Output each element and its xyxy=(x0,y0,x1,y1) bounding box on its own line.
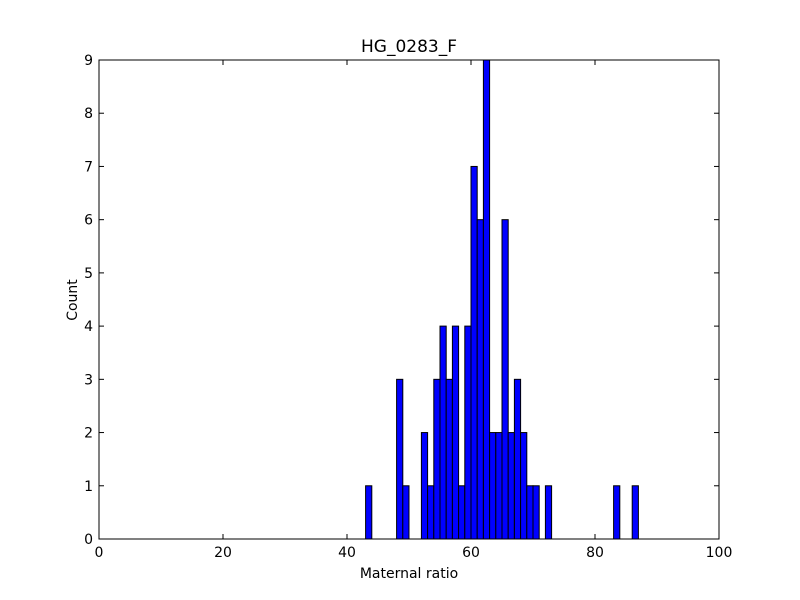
y-tick-label: 7 xyxy=(84,159,93,175)
x-tick-label: 80 xyxy=(586,545,604,561)
histogram-bar xyxy=(458,485,466,540)
x-tick-label: 20 xyxy=(214,545,232,561)
y-tick-label: 3 xyxy=(84,372,93,388)
x-tick-label: 40 xyxy=(338,545,356,561)
histogram-bar xyxy=(476,219,484,540)
y-tick-label: 8 xyxy=(84,106,93,122)
histogram-bar xyxy=(427,485,435,540)
histogram-bar xyxy=(482,59,491,540)
plot-area xyxy=(99,60,719,539)
histogram-bar xyxy=(520,432,528,540)
plot-frame xyxy=(98,59,720,540)
histogram-bar xyxy=(544,485,553,540)
histogram-bar xyxy=(513,378,522,540)
y-tick-label: 1 xyxy=(84,479,93,495)
histogram-bar xyxy=(420,432,429,540)
x-tick-label: 0 xyxy=(95,545,104,561)
histogram-bar xyxy=(464,325,472,540)
histogram-bar xyxy=(495,432,503,540)
histogram-bar xyxy=(613,485,621,540)
x-tick-label: 100 xyxy=(706,545,733,561)
histogram-bar xyxy=(402,485,410,540)
y-tick-label: 9 xyxy=(84,53,93,69)
y-axis-label: Count xyxy=(65,279,81,321)
histogram-bar xyxy=(631,485,639,540)
histogram-bar xyxy=(532,485,540,540)
histogram-bar xyxy=(439,325,447,540)
histogram-bar xyxy=(489,432,497,540)
y-tick-label: 4 xyxy=(84,319,93,335)
histogram-bar xyxy=(433,378,441,540)
histogram-bar xyxy=(445,378,453,540)
histogram-bar xyxy=(451,325,460,540)
y-tick-label: 0 xyxy=(84,532,93,548)
histogram-bar xyxy=(526,485,534,540)
histogram-bar xyxy=(396,378,404,540)
histogram-bar xyxy=(507,432,515,540)
x-tick-label: 60 xyxy=(462,545,480,561)
y-tick-label: 6 xyxy=(84,213,93,229)
histogram-bar xyxy=(470,165,478,540)
histogram-bar xyxy=(501,219,509,540)
y-tick-label: 2 xyxy=(84,426,93,442)
histogram-bar xyxy=(365,485,373,540)
ticks-group: 0 20 40 60 80 100 0 1 2 3 4 5 6 7 8 9 xyxy=(84,53,732,561)
y-tick-label: 5 xyxy=(84,266,93,282)
x-axis-label: Maternal ratio xyxy=(360,566,458,582)
chart-title: HG_0283_F xyxy=(361,37,457,57)
